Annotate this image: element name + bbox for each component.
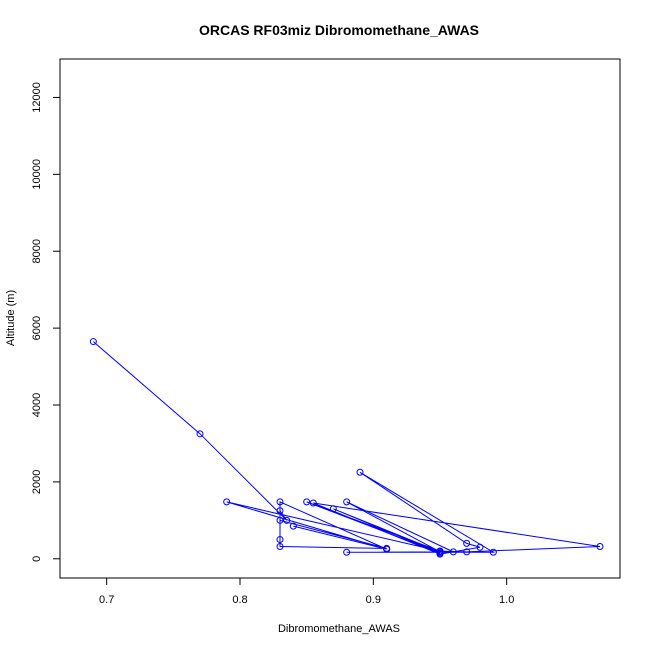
x-axis: 0.7 0.8 0.9 1.0: [99, 578, 514, 606]
x-tick-label: 0.9: [366, 594, 381, 606]
data-point: [223, 498, 231, 506]
series-line: [93, 341, 601, 555]
x-axis-label: Dibromomethane_AWAS: [278, 623, 400, 635]
plot-frame: [59, 58, 621, 579]
data-point: [283, 516, 291, 524]
data-point: [383, 545, 391, 553]
data-point: [276, 507, 284, 515]
x-tick-label: 0.7: [99, 594, 114, 606]
y-tick-label: 2000: [31, 470, 43, 494]
data-point: [489, 548, 497, 556]
y-tick-label: 4000: [31, 393, 43, 417]
data-point: [449, 548, 457, 556]
data-point: [289, 522, 297, 530]
data-point: [436, 550, 444, 558]
data-point: [276, 536, 284, 544]
data-point: [276, 498, 284, 506]
data-point: [343, 498, 351, 506]
data-point: [463, 548, 471, 556]
data-point: [463, 539, 471, 547]
chart-title: ORCAS RF03miz Dibromomethane_AWAS: [199, 22, 479, 38]
data-point: [596, 542, 604, 550]
data-point: [303, 498, 311, 506]
series-layer: [89, 338, 604, 558]
data-point: [309, 499, 317, 507]
data-point: [89, 338, 97, 346]
data-point: [343, 548, 351, 556]
data-point: [276, 542, 284, 550]
y-tick-label: 6000: [31, 316, 43, 340]
y-tick-label: 12000: [31, 82, 43, 113]
data-point: [329, 505, 337, 513]
data-point: [436, 547, 444, 555]
data-point: [476, 543, 484, 551]
data-point: [356, 468, 364, 476]
y-axis-label: Altitude (m): [5, 290, 17, 346]
data-point: [276, 516, 284, 524]
y-axis: 0 2000 4000 6000 8000 10000 12000: [31, 82, 60, 562]
y-tick-label: 8000: [31, 239, 43, 263]
x-tick-label: 1.0: [499, 594, 514, 606]
x-tick-label: 0.8: [232, 594, 247, 606]
y-tick-label: 10000: [31, 159, 43, 190]
y-tick-label: 0: [31, 556, 43, 562]
data-point: [196, 430, 204, 438]
